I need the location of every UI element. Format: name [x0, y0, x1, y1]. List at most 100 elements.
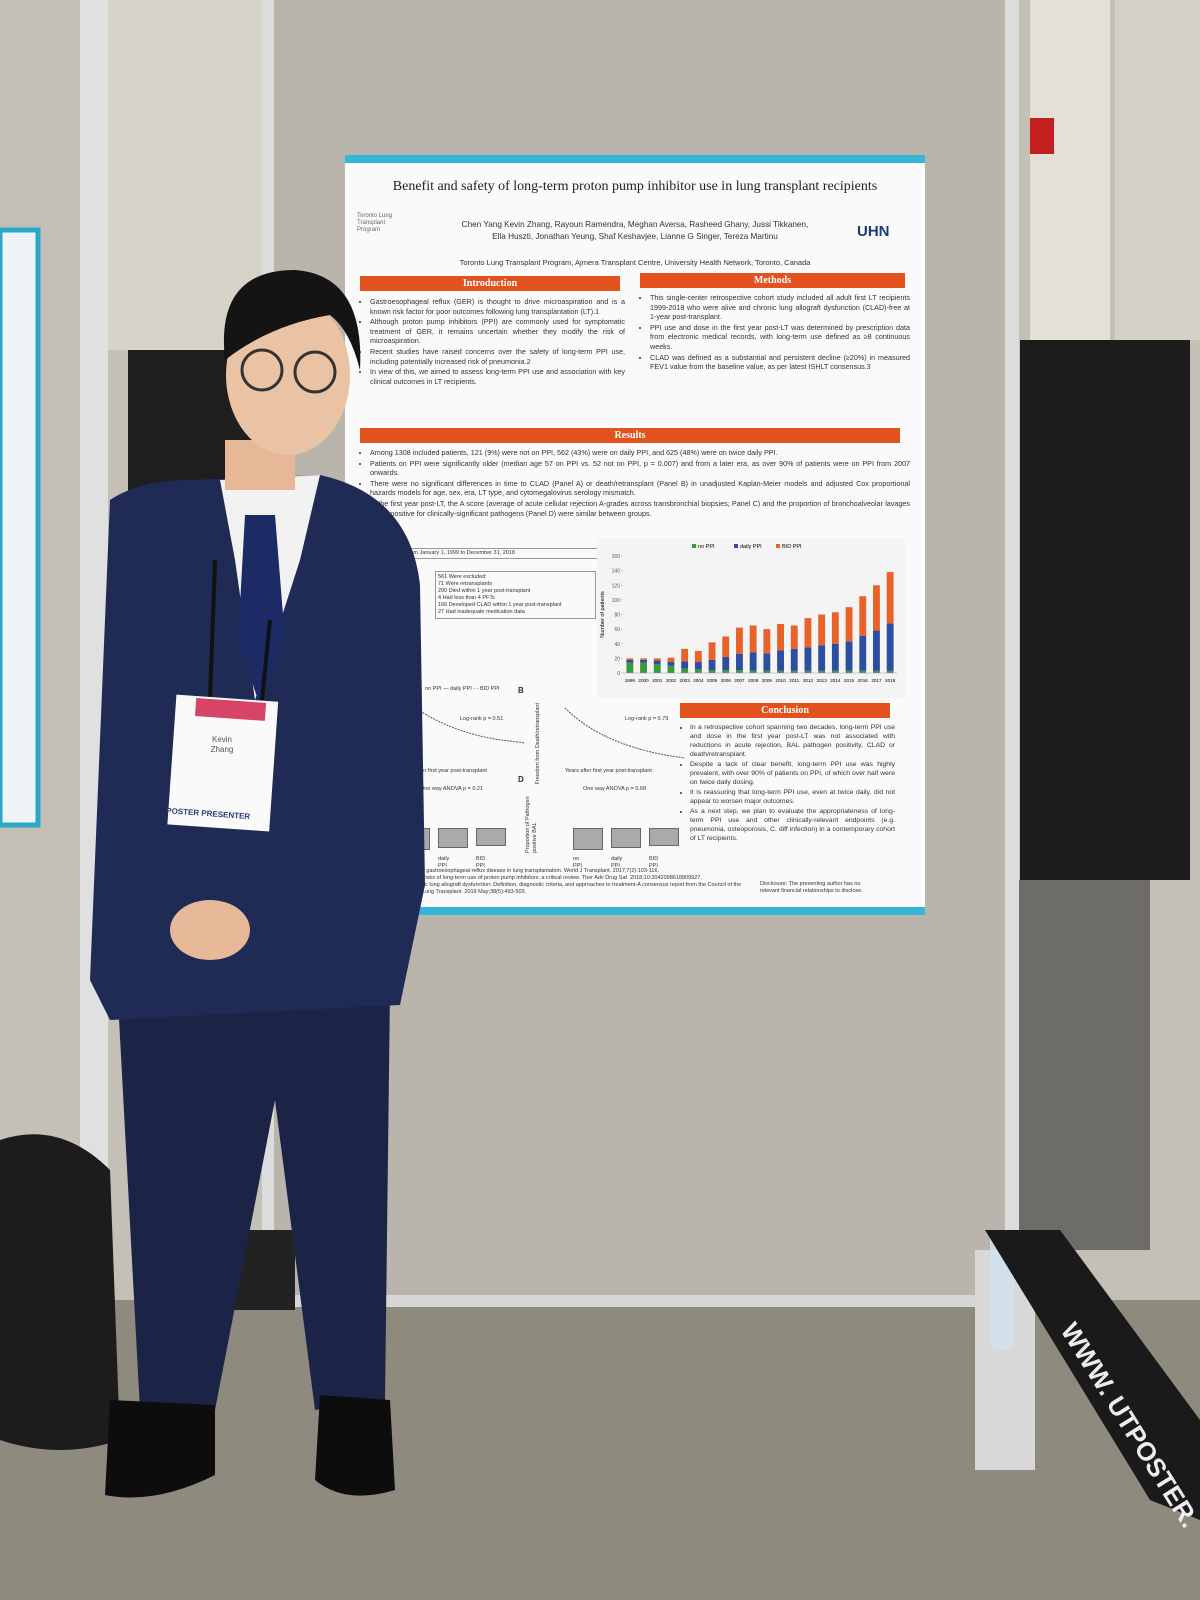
badge-name: Zhang: [211, 745, 234, 754]
logrank: Log-rank p = 0.51: [460, 716, 504, 722]
x-tick-label: 2015: [844, 678, 855, 683]
bar-segment: [667, 665, 675, 673]
bullet: It is reassuring that long-term PPI use,…: [690, 788, 895, 806]
pillar: [1030, 0, 1110, 340]
line: 71 Were retransplants: [438, 581, 493, 587]
bar-chart: Number of patients 0 20 40 60 80 100 120 140 160 n…: [597, 538, 905, 698]
bullets: Gastroesophageal reflux (GER) is thought…: [360, 297, 625, 387]
x-tick-label: 2011: [789, 678, 799, 683]
glasses: [293, 350, 337, 394]
group-label: daily PPI: [438, 856, 450, 869]
bar-segment: [804, 618, 812, 648]
bullet: PPI use and dose in the first year post-…: [650, 323, 910, 352]
bar-segment: [708, 659, 716, 671]
bar-segment: [804, 647, 812, 671]
bar-segment: [831, 612, 839, 644]
section-heading: Conclusion: [680, 703, 890, 718]
bar-segment: [818, 614, 826, 646]
bullet: In a retrospective cohort spanning two d…: [690, 723, 895, 759]
x-tick-label: 2012: [803, 678, 814, 683]
bar-segment: [831, 670, 839, 673]
km-curve: [564, 707, 686, 759]
x-tick-label: 2014: [830, 678, 841, 683]
y-tick-label: 60: [614, 627, 620, 633]
bullets: In a retrospective cohort spanning two d…: [680, 723, 895, 844]
panel-label: D: [518, 775, 524, 784]
bar-segment: [722, 656, 730, 671]
trousers: [118, 990, 390, 1410]
bar-segment: [818, 645, 826, 671]
y-tick-label: 120: [612, 583, 621, 589]
x-tick-label: 2000: [638, 678, 649, 683]
x-tick-label: 2005: [707, 678, 718, 683]
bar-segment: [749, 625, 757, 653]
section-heading: Methods: [640, 273, 905, 288]
bullet: Patients on PPI were significantly older…: [370, 459, 910, 478]
curtain: [1020, 340, 1190, 880]
box: [649, 828, 679, 846]
axis-title: Years after first year post-transplant: [400, 768, 487, 774]
x-tick-label: 2010: [775, 678, 786, 683]
hair: [223, 270, 361, 370]
badge-name: Kevin: [212, 735, 232, 744]
carpet: [1000, 880, 1150, 1250]
box: [611, 828, 641, 848]
legend-label: no PPI: [698, 544, 715, 550]
group-label: BID PPI: [649, 856, 659, 869]
bar-segment: [859, 596, 867, 636]
x-tick-label: 2003: [680, 678, 691, 683]
bar-segment: [708, 642, 716, 660]
legend-swatch: [692, 544, 696, 548]
bar-segment: [626, 658, 634, 660]
bar-segment: [736, 670, 743, 673]
bullet: Despite a lack of clear benefit, long-te…: [690, 760, 895, 787]
badge: [167, 694, 279, 832]
x-tick-label: 2006: [721, 678, 732, 683]
bar-segment: [886, 572, 894, 624]
line: 166 Developed CLAD within 1 year post-tr…: [438, 602, 562, 608]
bar-segment: [681, 661, 689, 669]
x-tick-label: 2013: [817, 678, 828, 683]
bar-segment: [804, 670, 812, 673]
bar-segment: [640, 659, 647, 663]
x-tick-label: 2017: [871, 678, 882, 683]
uhn-logo: UHN: [857, 223, 890, 240]
bar-segment: [694, 651, 702, 663]
box: [438, 828, 468, 848]
line: KE et al. Role of gastroesophageal reflu…: [385, 868, 660, 874]
bar-segment: [626, 662, 634, 673]
bullets: This single-center retrospective cohort …: [640, 293, 910, 373]
bullet: This single-center retrospective cohort …: [650, 293, 910, 322]
frame: [80, 0, 108, 1250]
frame: [270, 1295, 1010, 1307]
group-label: BID PPI: [476, 856, 486, 869]
axis-title: Years after first year post-transplant: [565, 768, 652, 774]
km-curve: [419, 710, 526, 744]
bar-segment: [681, 648, 689, 662]
bar-segment: [749, 670, 757, 673]
legend-label: BID PPI: [782, 544, 802, 550]
line: GM et al. Chronic lung allograft dysfunc…: [385, 882, 742, 895]
bar-segment: [818, 670, 826, 673]
bar-segment: [763, 629, 771, 654]
bar-segment: [708, 670, 716, 673]
bar-segment: [790, 625, 798, 649]
bullet: In view of this, we aimed to assess long…: [370, 367, 625, 386]
x-tick-label: 2016: [858, 678, 869, 683]
badge-logo: [195, 698, 267, 721]
group-label: daily PPI: [611, 856, 623, 869]
bar-segment: [886, 670, 894, 673]
bullet: Recent studies have raised concerns over…: [370, 347, 625, 366]
glasses: [240, 348, 284, 392]
bullet: Although proton pump inhibitors (PPI) ar…: [370, 317, 625, 346]
bar-segment: [626, 659, 634, 663]
bullet: CLAD was defined as a substantial and pe…: [650, 353, 910, 372]
bar-segment: [681, 668, 689, 673]
y-tick-label: 40: [614, 642, 620, 648]
y-tick-label: 140: [612, 569, 621, 575]
bar-segment: [722, 636, 730, 657]
bar-segment: [736, 653, 743, 671]
bar-segment: [640, 662, 647, 673]
y-axis-title: Number of patients: [600, 591, 606, 638]
